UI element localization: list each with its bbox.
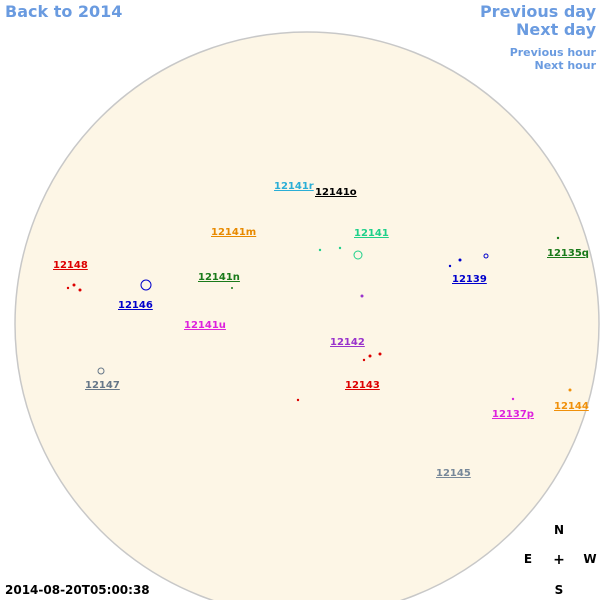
region-label[interactable]: 12146 (118, 300, 153, 311)
region-label[interactable]: 12137p (492, 409, 534, 420)
region-label[interactable]: 12144 (554, 401, 589, 412)
region-label[interactable]: 12142 (330, 337, 365, 348)
previous-day-link[interactable]: Previous day (480, 2, 597, 21)
back-link[interactable]: Back to 2014 (5, 2, 122, 21)
region-label[interactable]: 12135q (547, 248, 589, 259)
compass-east: E (524, 552, 532, 566)
timestamp: 2014-08-20T05:00:38 (5, 583, 150, 597)
compass-south: S (555, 583, 564, 597)
region-label[interactable]: 12145 (436, 468, 471, 479)
compass-center: + (553, 552, 565, 568)
region-label[interactable]: 12141 (354, 228, 389, 239)
next-day-link[interactable]: Next day (516, 20, 597, 39)
region-label[interactable]: 12139 (452, 274, 487, 285)
compass-north: N (554, 523, 564, 537)
region-label[interactable]: 12141m (211, 227, 256, 238)
region-label[interactable]: 12141u (184, 320, 226, 331)
region-label[interactable]: 12141o (315, 187, 357, 198)
region-label[interactable]: 12141r (274, 181, 314, 192)
region-label[interactable]: 12147 (85, 380, 120, 391)
solar-disk (14, 31, 600, 604)
region-label[interactable]: 12141n (198, 272, 240, 283)
compass-west: W (583, 552, 596, 566)
spot-markers (66, 236, 572, 402)
region-label[interactable]: 12148 (53, 260, 88, 271)
previous-hour-link[interactable]: Previous hour (510, 46, 597, 59)
next-hour-link[interactable]: Next hour (535, 59, 597, 72)
region-label[interactable]: 12143 (345, 380, 380, 391)
